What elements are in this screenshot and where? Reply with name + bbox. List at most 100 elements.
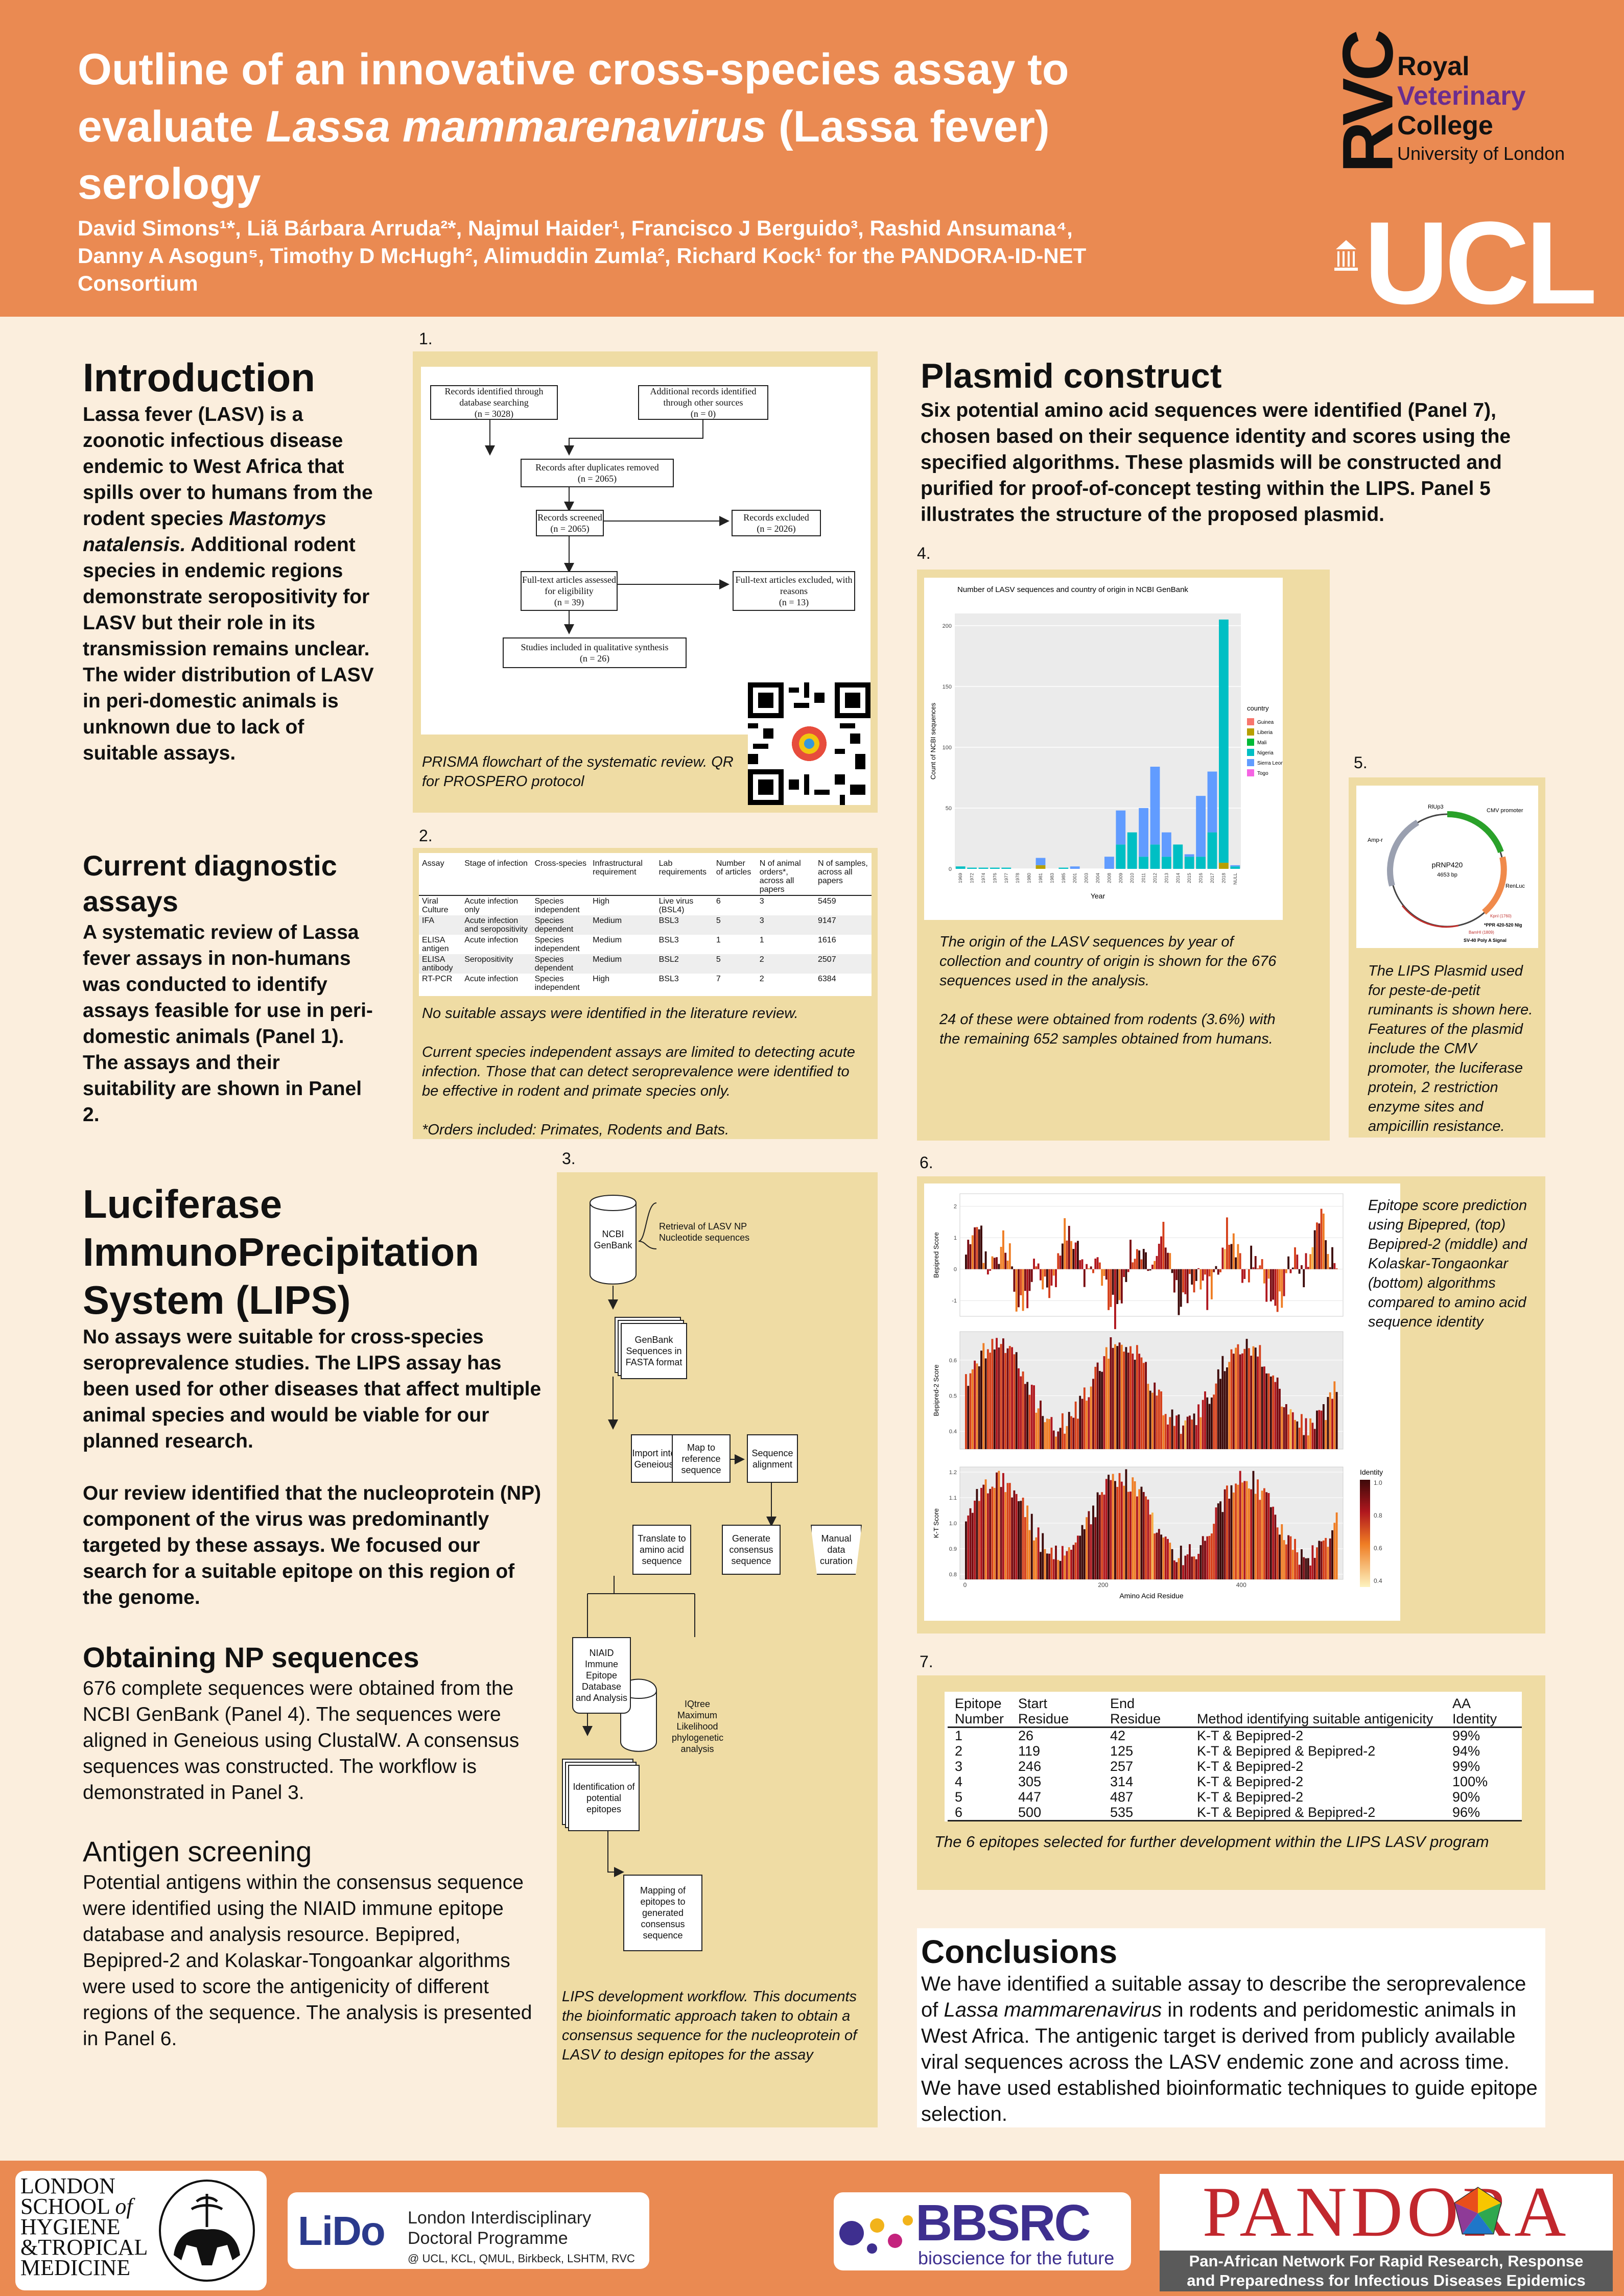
score-bar — [1149, 1269, 1151, 1271]
score-bar — [1294, 1247, 1296, 1269]
antigen-section: Antigen screening Potential antigens wit… — [83, 1834, 543, 2052]
epitope-cell: 4 — [955, 1774, 963, 1789]
intro-heading: Introduction — [83, 355, 315, 400]
score-bar — [1110, 1269, 1112, 1307]
score-bar — [1210, 1269, 1213, 1299]
score-bar — [1066, 1426, 1068, 1449]
score-bar — [1037, 1527, 1040, 1579]
score-bar — [1105, 1269, 1108, 1280]
assay-cell: 5 — [716, 955, 721, 964]
panel6-caption: Epitope score prediction using Bipepred,… — [1368, 1197, 1527, 1330]
score-bar — [1195, 1425, 1197, 1449]
x-tick-label: 0 — [963, 1581, 967, 1589]
score-bar — [1241, 1353, 1243, 1449]
score-bar — [1322, 1540, 1325, 1579]
score-bar — [1199, 1545, 1202, 1579]
assay-cell: High — [593, 897, 610, 906]
score-bar — [1011, 1497, 1014, 1579]
score-bar — [1154, 1261, 1156, 1269]
score-bar — [1167, 1424, 1169, 1449]
bar-sierra-leone — [1196, 796, 1206, 857]
identity-colorbar — [1360, 1480, 1370, 1587]
score-bar — [1320, 1410, 1323, 1449]
x-tick-label: 400 — [1236, 1581, 1246, 1589]
score-bar — [1101, 1371, 1103, 1449]
bar-sierra-leone — [1070, 866, 1080, 869]
bar-nigeria — [1058, 867, 1069, 869]
score-bar — [1114, 1269, 1116, 1330]
conclusions-text: We have identified a suitable assay to d… — [921, 1973, 1538, 2125]
epitope-cell: 1 — [955, 1728, 963, 1743]
score-bar — [1243, 1481, 1246, 1579]
score-bar — [1120, 1344, 1123, 1449]
score-bar — [1265, 1269, 1268, 1302]
score-bar — [1333, 1381, 1336, 1449]
score-bar — [1057, 1253, 1060, 1269]
assay-col-header: Stage of infection — [464, 859, 528, 868]
score-bar — [1092, 1379, 1094, 1449]
score-bar — [1267, 1269, 1270, 1279]
score-bar — [989, 1353, 992, 1449]
epitope-cell: 314 — [1110, 1774, 1134, 1789]
score-bar — [1305, 1558, 1307, 1579]
assay-cell: 9147 — [818, 916, 836, 925]
table-row: 6 500 535 K-T & Bepipred & Bepipred-2 96% — [948, 1805, 1522, 1821]
score-bar — [1013, 1354, 1016, 1449]
score-bar — [991, 1339, 994, 1449]
epitope-cell: 535 — [1110, 1805, 1134, 1820]
score-bar — [1301, 1265, 1303, 1269]
score-bar — [996, 1472, 998, 1579]
bar-nigeria — [990, 867, 1000, 869]
bar-nigeria — [1116, 844, 1126, 869]
assay-cell: IFA — [422, 916, 435, 925]
score-bar — [1248, 1488, 1250, 1579]
score-bar — [1217, 1269, 1219, 1275]
score-bar — [1070, 1241, 1072, 1269]
np-heading: Obtaining NP sequences — [83, 1641, 419, 1673]
score-bar — [1250, 1245, 1253, 1269]
score-bar — [1022, 1371, 1024, 1449]
score-bar — [993, 1487, 996, 1579]
score-bar — [1033, 1259, 1035, 1269]
score-bar — [1103, 1495, 1105, 1579]
legend-swatch — [1247, 718, 1254, 725]
kpn-label: KpnI (1760) — [1490, 914, 1512, 918]
qr-code-icon[interactable] — [748, 682, 870, 805]
score-bar — [986, 1349, 989, 1449]
score-bar — [1072, 1545, 1075, 1579]
score-bar — [984, 1251, 987, 1269]
score-bar — [1257, 1268, 1259, 1269]
score-bar — [1052, 1269, 1055, 1276]
score-bar — [1184, 1555, 1187, 1579]
sequence-alignment-step: Sequence alignment — [747, 1434, 798, 1483]
map-reference-step: Map to reference sequence — [672, 1434, 731, 1483]
score-bar — [1313, 1557, 1316, 1579]
lips-section: Luciferase ImmunoPrecipitation System (LIP… — [83, 1180, 543, 1611]
score-bar — [1151, 1392, 1154, 1449]
y-tick-label: 100 — [943, 745, 952, 751]
panel5-number: 5. — [1354, 753, 1368, 772]
score-bar — [1061, 1243, 1064, 1269]
score-bar — [1289, 1536, 1292, 1579]
score-bar — [1059, 1428, 1062, 1449]
x-tick-label: 1974 — [981, 873, 986, 883]
y-tick-label: 0.6 — [949, 1358, 957, 1364]
bar-nigeria — [978, 867, 988, 869]
epitope-cell: 42 — [1110, 1728, 1126, 1743]
score-bar — [1307, 1435, 1309, 1449]
score-bar — [1228, 1244, 1231, 1269]
identification-epitopes-doc: Identification of potential epitopes — [568, 1765, 640, 1831]
poster-title: Outline of an innovative cross-species a… — [78, 45, 1069, 208]
assay-cell: 5459 — [818, 897, 836, 906]
score-bar — [1313, 1230, 1316, 1269]
score-bar — [1061, 1413, 1064, 1449]
score-bar — [1223, 1489, 1226, 1579]
legend-label: Nigeria — [1257, 750, 1274, 756]
panel3-caption: LIPS development workflow. This document… — [562, 1989, 857, 2063]
assay-cell: High — [593, 975, 610, 983]
score-bar — [1331, 1399, 1333, 1449]
score-bar — [1006, 1260, 1009, 1269]
score-bar — [1294, 1538, 1296, 1579]
assay-cell: Species independent — [534, 936, 580, 953]
score-bar — [1092, 1269, 1094, 1273]
